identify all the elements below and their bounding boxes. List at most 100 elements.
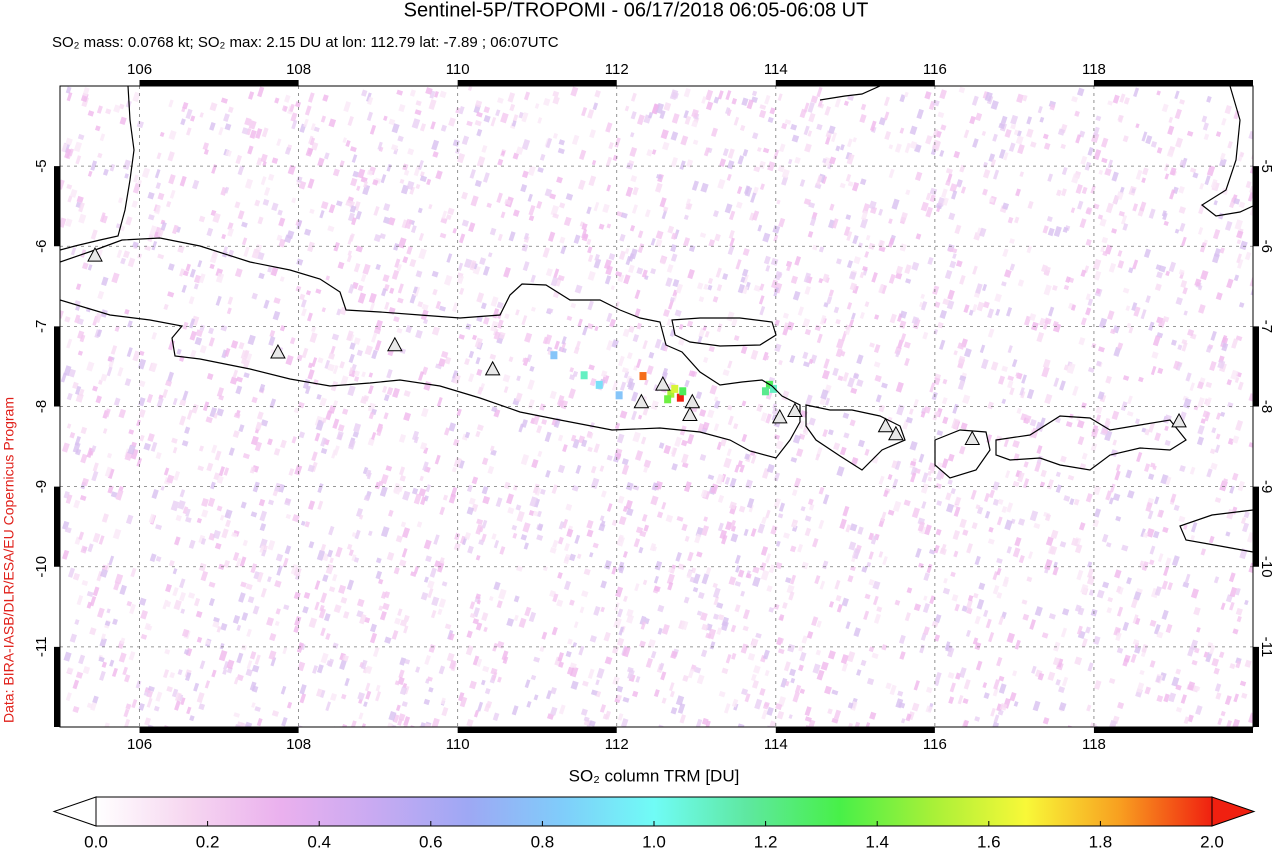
speckle [781, 175, 789, 186]
speckle [470, 195, 479, 207]
speckle [918, 453, 925, 463]
speckle [539, 645, 545, 653]
speckle [686, 320, 694, 328]
speckle [474, 100, 483, 108]
speckle [552, 96, 560, 105]
speckle [478, 539, 485, 546]
speckle [1115, 515, 1122, 522]
speckle [1197, 227, 1204, 235]
speckle [206, 227, 214, 237]
speckle [1088, 722, 1097, 727]
speckle [1076, 87, 1085, 97]
speckle [815, 175, 823, 186]
speckle [740, 643, 749, 654]
speckle [155, 452, 162, 460]
speckle [937, 321, 944, 329]
speckle [770, 525, 778, 535]
speckle [1122, 375, 1130, 381]
speckle [1078, 522, 1086, 531]
speckle [522, 261, 530, 272]
speckle [655, 230, 664, 240]
speckle [1144, 463, 1151, 473]
volcano [633, 393, 650, 409]
speckle [1149, 545, 1156, 555]
speckle [680, 135, 689, 146]
speckle [1213, 667, 1220, 675]
speckle [296, 219, 303, 230]
speckle [1012, 480, 1020, 488]
speckle [839, 144, 845, 151]
speckle [350, 720, 357, 727]
speckle [235, 385, 243, 395]
speckle [476, 156, 486, 168]
speckle [1220, 602, 1226, 611]
speckle [836, 338, 845, 349]
speckle [1026, 245, 1033, 254]
speckle [632, 186, 639, 196]
speckle [100, 373, 108, 382]
y-tick-label: -9 [1258, 480, 1272, 493]
speckle [1037, 105, 1043, 114]
speckle [1217, 717, 1223, 726]
speckle [945, 503, 955, 513]
speckle [629, 146, 638, 158]
speckle [72, 572, 80, 581]
speckle [1178, 515, 1186, 523]
speckle [335, 546, 343, 558]
speckle [895, 381, 904, 393]
speckle [367, 437, 375, 447]
speckle [163, 303, 169, 311]
speckle [583, 568, 591, 576]
speckle [184, 426, 191, 434]
speckle [1197, 424, 1205, 435]
speckle [255, 128, 263, 139]
speckle [241, 644, 247, 651]
speckle [729, 519, 736, 530]
speckle [199, 660, 206, 670]
speckle [939, 89, 947, 100]
speckle [744, 453, 751, 460]
speckle [616, 637, 625, 647]
speckle [971, 522, 978, 530]
speckle [1087, 568, 1095, 579]
speckle [999, 702, 1008, 711]
speckle [777, 513, 784, 519]
speckle [1141, 131, 1148, 142]
x-tick-label: 116 [923, 736, 947, 753]
speckle [176, 348, 182, 355]
speckle [82, 666, 91, 675]
speckle [569, 367, 575, 373]
speckle [605, 122, 613, 133]
speckle [761, 709, 768, 720]
speckle [166, 371, 175, 383]
speckle [975, 112, 983, 122]
speckle [521, 138, 531, 151]
speckle [496, 640, 505, 649]
speckle [1235, 607, 1243, 616]
speckle [677, 563, 685, 571]
speckle [1187, 714, 1194, 723]
speckle [998, 122, 1005, 130]
speckle [160, 485, 165, 491]
speckle [634, 289, 641, 300]
speckle [1148, 208, 1156, 219]
speckle [234, 268, 243, 278]
speckle [207, 497, 216, 507]
speckle [261, 549, 267, 557]
speckle [1001, 398, 1007, 405]
speckle [104, 408, 111, 418]
speckle [423, 539, 432, 550]
speckle [383, 115, 388, 121]
speckle [200, 570, 209, 582]
speckle [679, 160, 686, 170]
speckle [750, 673, 757, 682]
speckle [342, 654, 349, 662]
speckle [481, 144, 488, 153]
speckle [934, 301, 941, 309]
speckle [533, 694, 539, 701]
speckle [268, 499, 275, 506]
speckle [497, 233, 503, 242]
speckle [839, 182, 846, 189]
speckle [1042, 319, 1049, 330]
speckle [713, 396, 719, 402]
